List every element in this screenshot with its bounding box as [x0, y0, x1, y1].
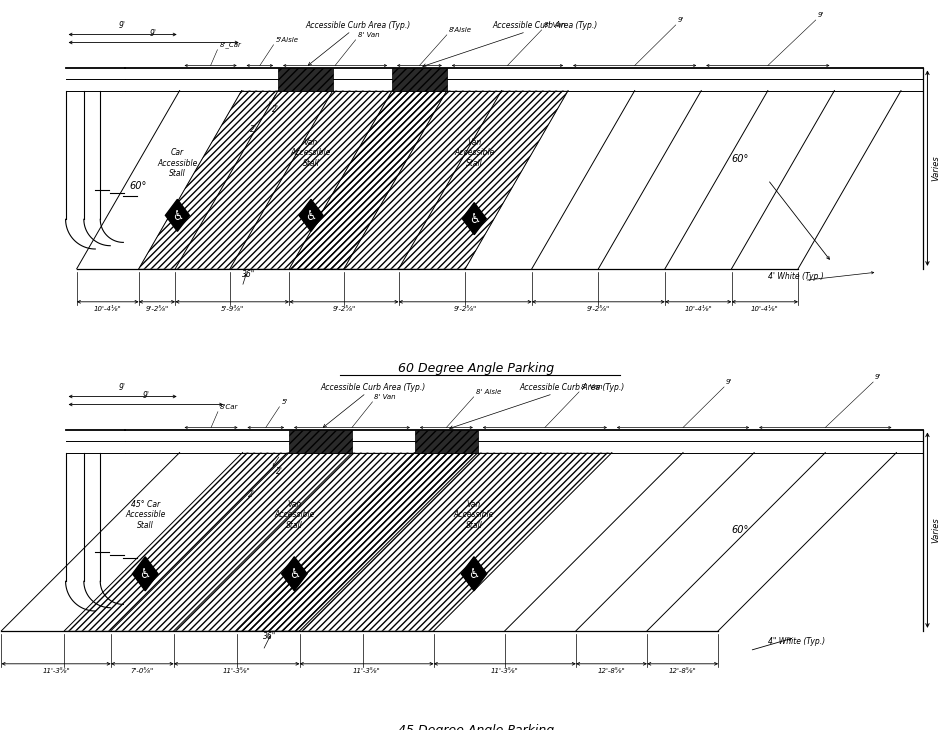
Text: 11'-3⁵⁄₈": 11'-3⁵⁄₈": [223, 668, 250, 674]
Text: Accessible Curb Area (Typ.): Accessible Curb Area (Typ.): [423, 21, 598, 67]
Text: 12'-8⁵⁄₈": 12'-8⁵⁄₈": [669, 668, 697, 674]
Text: 45 Degree Angle Parking: 45 Degree Angle Parking: [398, 724, 554, 730]
Text: 60°: 60°: [731, 525, 748, 535]
Text: 8' Van: 8' Van: [581, 384, 603, 390]
Text: 2': 2': [249, 125, 257, 134]
Text: 8'_Car: 8'_Car: [220, 41, 241, 47]
Text: 9': 9': [678, 17, 684, 23]
Text: 9': 9': [119, 21, 126, 31]
Text: 9': 9': [119, 383, 126, 393]
Text: Accessible Curb Area (Typ.): Accessible Curb Area (Typ.): [306, 21, 410, 65]
Text: 9'-2⁵⁄₈": 9'-2⁵⁄₈": [146, 306, 169, 312]
Polygon shape: [463, 203, 486, 234]
Text: Van
Accessible
Stall: Van Accessible Stall: [274, 500, 314, 530]
Text: 10'-4¹⁄₈": 10'-4¹⁄₈": [684, 306, 712, 312]
Text: 60 Degree Angle Parking: 60 Degree Angle Parking: [398, 362, 554, 375]
Bar: [278, 67, 333, 91]
Text: 2': 2': [276, 467, 283, 476]
Text: 5': 5': [282, 399, 288, 404]
Text: Varies: Varies: [931, 155, 941, 181]
Text: ♿: ♿: [306, 210, 317, 223]
Text: 9'-2⁵⁄₈": 9'-2⁵⁄₈": [586, 306, 610, 312]
Text: 9': 9': [818, 12, 824, 18]
Text: Varies: Varies: [931, 518, 941, 543]
Text: 9': 9': [143, 391, 149, 401]
Text: 9': 9': [875, 374, 882, 380]
Text: 4" White (Typ.): 4" White (Typ.): [768, 637, 825, 646]
Text: 8' Van: 8' Van: [544, 22, 565, 28]
Text: ♿: ♿: [468, 213, 480, 226]
Text: Van
Accessible
Stall: Van Accessible Stall: [290, 138, 331, 168]
Text: 2': 2': [272, 105, 279, 114]
Text: Accessible Curb Area (Typ.): Accessible Curb Area (Typ.): [321, 383, 426, 427]
Bar: [392, 67, 446, 91]
Text: ♿: ♿: [288, 568, 300, 581]
Polygon shape: [299, 199, 323, 231]
Text: 8' Van: 8' Van: [374, 393, 396, 400]
Text: Van
Accessible
Stall: Van Accessible Stall: [454, 500, 494, 530]
Text: 9': 9': [726, 379, 732, 385]
Text: Car
Accessible
Stall: Car Accessible Stall: [157, 148, 198, 178]
Text: 11'-3⁵⁄₈": 11'-3⁵⁄₈": [353, 668, 381, 674]
Bar: [415, 429, 478, 453]
Polygon shape: [166, 199, 189, 231]
Text: Van
Accessible
Stall: Van Accessible Stall: [454, 138, 494, 168]
Text: 36": 36": [242, 270, 255, 279]
Text: 8'Car: 8'Car: [220, 404, 238, 410]
Polygon shape: [282, 557, 307, 591]
Text: 5'-9³⁄₈": 5'-9³⁄₈": [221, 306, 244, 312]
Text: 11'-3⁵⁄₈": 11'-3⁵⁄₈": [491, 668, 519, 674]
Text: Accessible Curb Area (Typ.): Accessible Curb Area (Typ.): [449, 383, 625, 429]
Text: 7'-0⁵⁄₈": 7'-0⁵⁄₈": [130, 668, 154, 674]
Text: ♿: ♿: [468, 568, 480, 581]
Text: 8'Aisle: 8'Aisle: [448, 27, 472, 33]
Text: 10'-4¹⁄₈": 10'-4¹⁄₈": [751, 306, 779, 312]
Polygon shape: [132, 557, 158, 591]
Polygon shape: [462, 557, 486, 591]
Text: 9'-2⁵⁄₈": 9'-2⁵⁄₈": [332, 306, 355, 312]
Text: 5'Aisle: 5'Aisle: [275, 36, 299, 43]
Text: 60°: 60°: [731, 154, 748, 164]
Text: 10'-4¹⁄₈": 10'-4¹⁄₈": [94, 306, 122, 312]
Text: ♿: ♿: [171, 210, 183, 223]
Text: 9'-2⁵⁄₈": 9'-2⁵⁄₈": [453, 306, 477, 312]
Text: 8' Van: 8' Van: [358, 32, 379, 38]
Text: 60°: 60°: [129, 180, 147, 191]
Text: 2': 2': [248, 490, 255, 499]
Text: 45° Car
Accessible
Stall: 45° Car Accessible Stall: [125, 500, 166, 530]
Text: 11'-3⁵⁄₈": 11'-3⁵⁄₈": [42, 668, 70, 674]
Text: 4' White (Typ.): 4' White (Typ.): [768, 272, 823, 281]
Text: 12'-8⁵⁄₈": 12'-8⁵⁄₈": [598, 668, 625, 674]
Text: ♿: ♿: [140, 568, 150, 581]
Text: 36": 36": [263, 632, 276, 641]
Text: 9': 9': [150, 29, 157, 39]
Text: 8' Aisle: 8' Aisle: [476, 389, 501, 395]
Bar: [289, 429, 352, 453]
